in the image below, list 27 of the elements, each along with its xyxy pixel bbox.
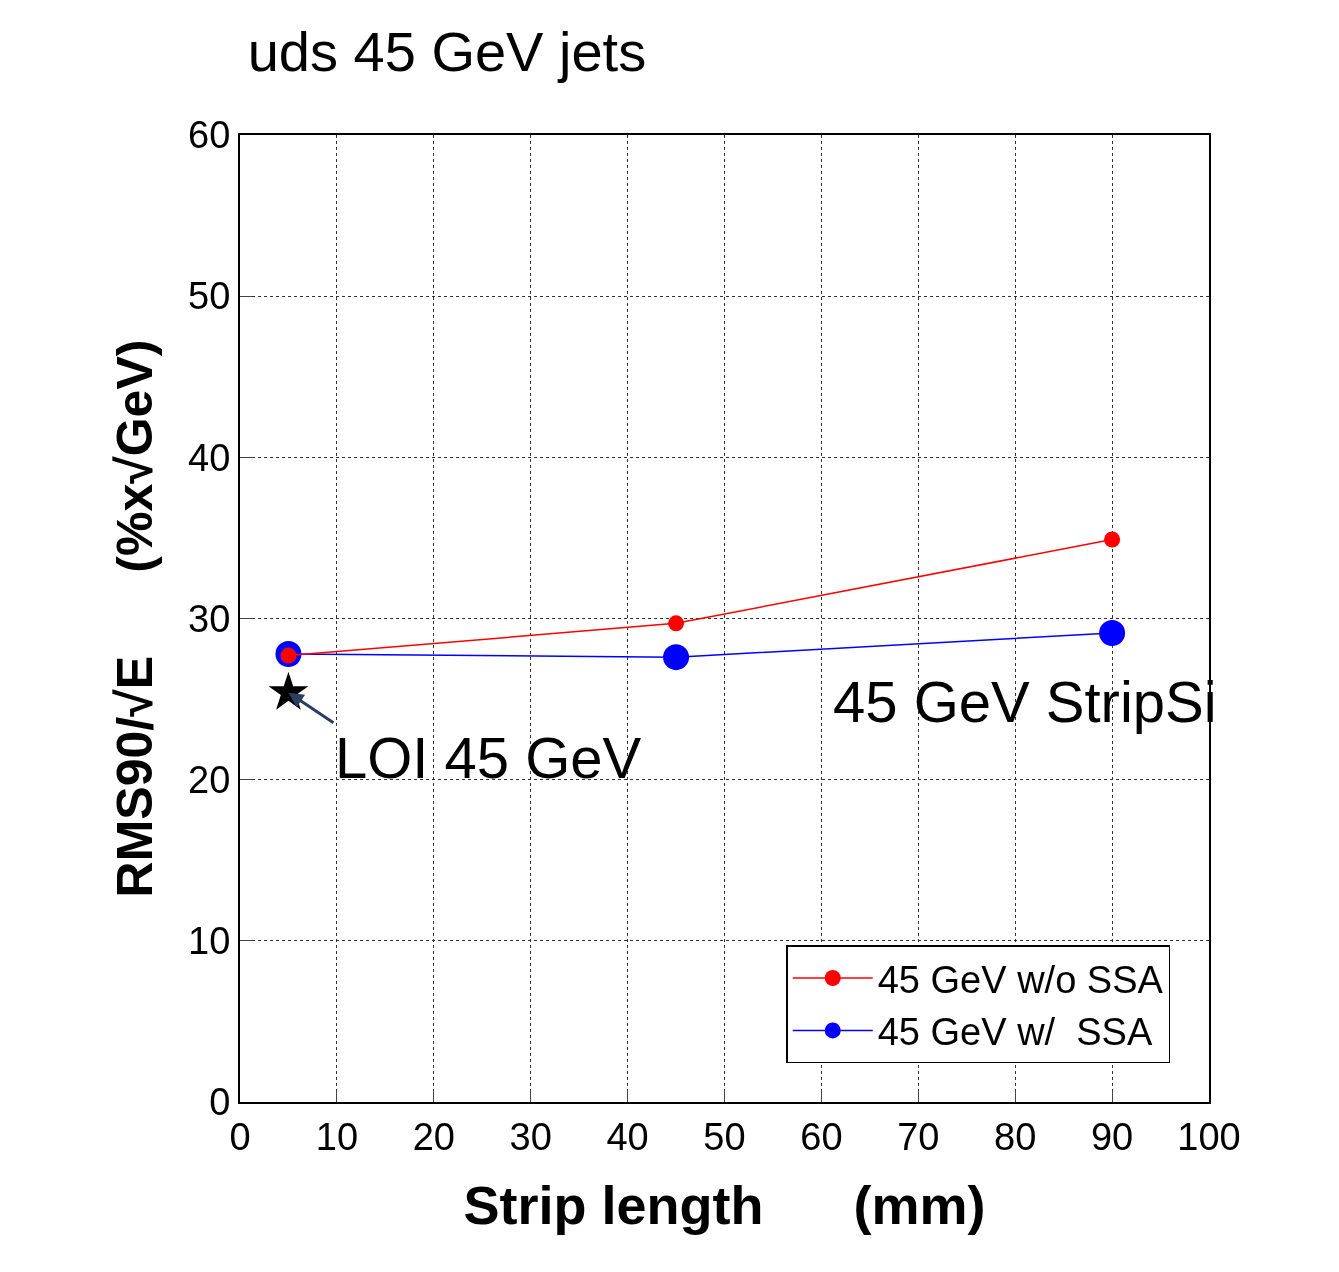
y-tick-label: 30 [188,597,231,640]
y-tick-label: 20 [188,758,231,801]
x-tick-label: 50 [703,1115,746,1158]
point [1104,531,1121,548]
point [668,615,685,632]
legend-label: 45 GeV w/ SSA [877,1011,1153,1054]
y-tick-label: 0 [209,1081,231,1124]
y-tick-label: 60 [188,114,231,157]
x-tick-label: 10 [315,1115,359,1158]
x-tick-label: 100 [1177,1115,1241,1158]
x-tick-label: 70 [897,1115,940,1158]
point [1099,620,1126,646]
legend-label: 45 GeV w/o SSA [877,958,1164,1001]
chart-title: uds 45 GeV jets [247,20,647,83]
x-axis-title: Strip length (mm) [463,1175,986,1236]
point [663,644,690,671]
x-tick-label: 60 [800,1115,843,1158]
x-tick-label: 30 [509,1115,552,1158]
annotation: LOI 45 GeV [335,725,642,790]
x-tick-label: 20 [412,1115,455,1158]
y-tick-label: 10 [188,920,231,963]
y-tick-label: 50 [188,275,231,318]
x-tick-label: 40 [606,1115,649,1158]
y-axis-title: RMS90/√E (%x√GeV) [106,339,163,898]
y-tick-label: 40 [188,436,231,479]
x-tick-label: 90 [1090,1115,1134,1158]
x-tick-label: 80 [994,1115,1037,1158]
